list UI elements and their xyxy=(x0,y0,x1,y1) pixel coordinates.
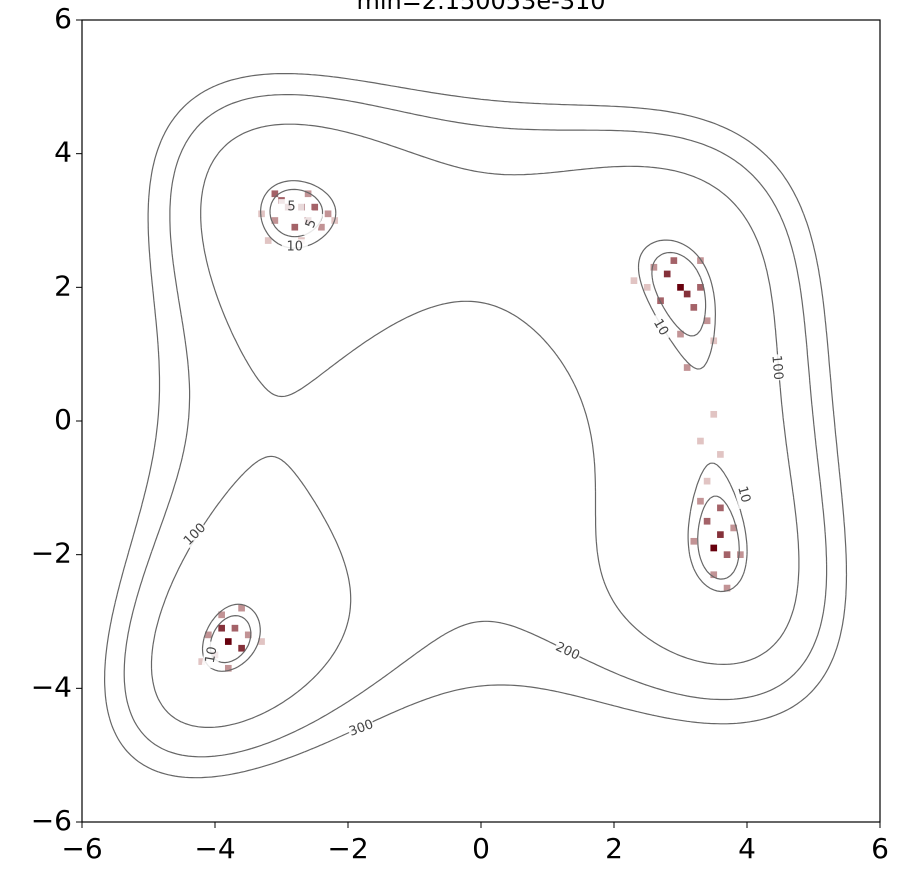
hist-cell xyxy=(244,631,252,639)
hist-cell xyxy=(683,290,691,298)
contour-label-bg xyxy=(647,312,674,343)
contour-label-group: 5 xyxy=(278,199,305,216)
hist-cell xyxy=(697,257,704,264)
hist-cell xyxy=(723,584,731,592)
hist-cell xyxy=(271,190,279,198)
hist-cell xyxy=(677,283,684,291)
hist-cell xyxy=(224,664,232,672)
hist-cell xyxy=(677,330,684,338)
hist-cell xyxy=(231,624,239,632)
contour-label-group: 10 xyxy=(647,312,674,343)
hist-cell xyxy=(697,437,704,445)
contour-line xyxy=(104,73,848,779)
hist-cell xyxy=(258,210,265,218)
hist-cell xyxy=(258,638,265,645)
contour-label-bg xyxy=(299,208,324,239)
contour-label-bg xyxy=(552,638,583,665)
hist-cell xyxy=(238,644,245,652)
hist-cell xyxy=(710,571,718,579)
hist-cell xyxy=(318,223,325,231)
hist-cell xyxy=(717,531,724,538)
hist-cell xyxy=(264,237,272,244)
y-tick-label: −2 xyxy=(31,537,72,570)
contour-label-bg xyxy=(180,519,210,550)
hist-cell xyxy=(703,517,711,525)
contour-label-group: 300 xyxy=(346,716,377,741)
hist-cell xyxy=(717,451,724,458)
contour-label-group: 10 xyxy=(732,479,755,510)
y-tick-label: 0 xyxy=(54,403,72,436)
hist-cell xyxy=(238,604,245,612)
hist-cell xyxy=(311,203,319,211)
chart-title: min=2.150053e-310 xyxy=(356,0,605,15)
hist-cell xyxy=(271,217,279,224)
contour-label-bg xyxy=(732,479,755,510)
hist-cell xyxy=(710,544,718,552)
x-tick-label: −2 xyxy=(327,832,368,865)
contour-label: 5 xyxy=(287,200,295,215)
contour-label: 100 xyxy=(768,355,785,381)
hist-cell xyxy=(717,504,724,512)
y-tick-label: 6 xyxy=(54,2,72,35)
plot-frame xyxy=(81,19,881,823)
hist-cell xyxy=(683,364,691,371)
hist-cell xyxy=(643,283,651,291)
contour-label-bg xyxy=(201,640,222,670)
x-tick-label: 4 xyxy=(738,832,756,865)
contour-line xyxy=(150,123,800,728)
contour-label-bg xyxy=(281,239,308,256)
hist-cell xyxy=(690,537,698,545)
y-tick-label: −4 xyxy=(31,670,72,703)
hist-cell xyxy=(304,190,312,198)
hist-cell xyxy=(730,524,738,532)
hist-cell xyxy=(324,210,332,218)
contour-label: 10 xyxy=(287,240,304,255)
y-tick-label: 4 xyxy=(54,136,72,169)
hist-cell xyxy=(690,304,698,311)
hist-cell xyxy=(703,477,711,485)
contour-label-group: 10 xyxy=(281,239,308,256)
hist-cell xyxy=(224,638,232,645)
hist-cell xyxy=(205,631,212,639)
x-tick-label: 6 xyxy=(871,832,889,865)
contour-label-group: 100 xyxy=(180,519,210,550)
hist-cell xyxy=(663,270,671,278)
hist-cell xyxy=(198,658,206,665)
contour-line xyxy=(209,188,740,664)
contour-label: 100 xyxy=(181,521,209,549)
hist-cell xyxy=(218,624,225,632)
contour-label-group: 5 xyxy=(299,208,324,239)
hist-cell xyxy=(650,263,658,271)
y-tick-label: −6 xyxy=(31,804,72,837)
contour-label-bg xyxy=(767,353,787,382)
hist-cell xyxy=(703,317,711,325)
x-tick-label: −6 xyxy=(61,832,102,865)
hist-cell xyxy=(737,551,744,559)
hist-cell xyxy=(723,551,731,559)
x-tick-label: 0 xyxy=(472,832,490,865)
contour-label-group: 10 xyxy=(201,640,222,670)
hist-cell xyxy=(697,283,704,291)
contour-label-group: 200 xyxy=(552,638,583,665)
contour-line xyxy=(123,94,828,758)
contour-label: 300 xyxy=(347,717,375,740)
hist-cell xyxy=(670,257,678,264)
hist-cell xyxy=(218,611,225,619)
hist-cell xyxy=(291,223,299,231)
y-tick-label: 2 xyxy=(54,269,72,302)
hist-cell xyxy=(630,277,638,284)
contour-label-bg xyxy=(346,716,377,741)
hist-cell xyxy=(697,497,704,505)
hist-cell xyxy=(710,410,718,418)
contour-label-group: 100 xyxy=(767,353,787,382)
x-tick-label: 2 xyxy=(605,832,623,865)
contour-label: 10 xyxy=(203,645,221,664)
contour-label-bg xyxy=(278,199,305,216)
contour-label: 10 xyxy=(650,317,671,339)
contour-label: 10 xyxy=(734,485,753,505)
x-tick-label: −4 xyxy=(194,832,235,865)
